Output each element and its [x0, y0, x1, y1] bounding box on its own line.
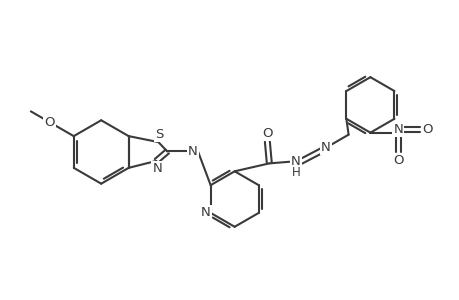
Text: O: O — [262, 127, 272, 140]
Text: N: N — [291, 155, 300, 168]
Text: H: H — [291, 166, 300, 179]
Text: O: O — [392, 154, 403, 167]
Text: N: N — [188, 145, 197, 158]
Text: N: N — [201, 206, 210, 219]
Text: N: N — [152, 162, 162, 175]
Text: O: O — [45, 116, 55, 129]
Text: N: N — [320, 141, 330, 154]
Text: S: S — [155, 128, 163, 141]
Text: N: N — [392, 123, 402, 136]
Text: O: O — [422, 123, 432, 136]
